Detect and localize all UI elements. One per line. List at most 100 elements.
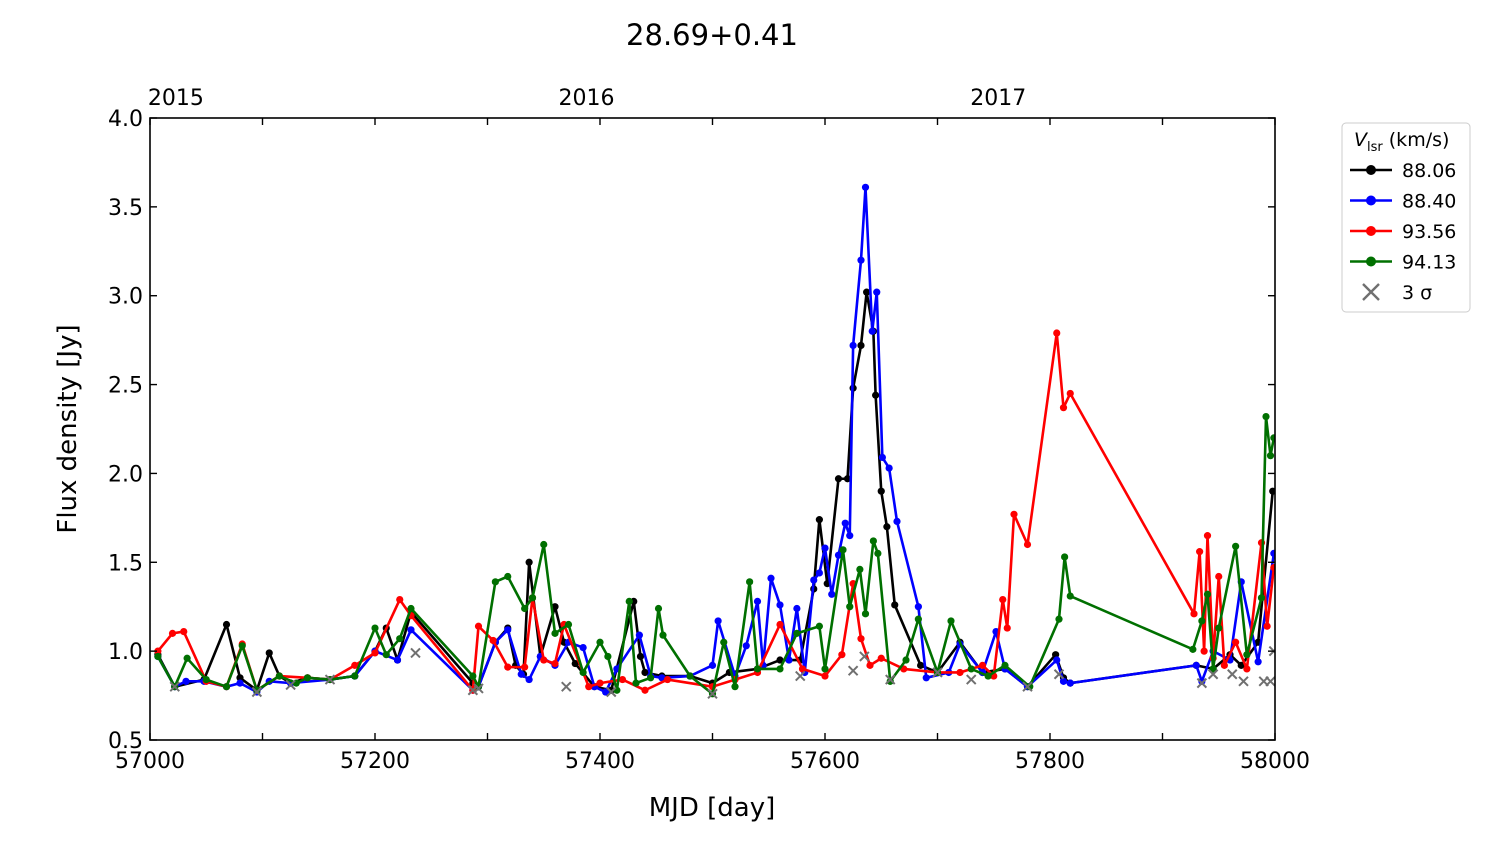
data-point-88.40 (635, 631, 643, 639)
data-point-94.13 (984, 672, 992, 680)
data-point-93.56 (838, 651, 846, 659)
x-tick-label: 57800 (1015, 749, 1085, 774)
data-point-93.56 (999, 596, 1007, 604)
data-point-93.56 (489, 636, 497, 645)
data-point-93.56 (1220, 661, 1228, 669)
data-point-94.13 (1055, 615, 1063, 623)
data-point-88.40 (922, 674, 930, 682)
plot-marks (154, 183, 1275, 700)
data-point-88.40 (841, 519, 849, 527)
data-point-88.40 (767, 574, 775, 582)
data-point-94.13 (382, 651, 390, 659)
data-point-88.40 (1192, 661, 1200, 669)
data-point-93.56 (1270, 564, 1275, 572)
sigma3-marker (1238, 676, 1249, 687)
data-point-93.56 (168, 629, 177, 637)
data-point-94.13 (551, 629, 559, 637)
data-point-94.13 (886, 677, 894, 685)
data-point-88.06 (641, 668, 649, 677)
data-point-94.13 (815, 622, 823, 630)
data-point-94.13 (947, 617, 955, 625)
top-year-label: 2016 (559, 86, 615, 111)
data-point-88.40 (849, 341, 857, 350)
data-point-88.06 (525, 558, 533, 566)
data-point-94.13 (654, 604, 663, 613)
data-point-93.56 (1066, 389, 1074, 398)
data-point-88.40 (785, 656, 793, 664)
data-point-88.40 (1053, 656, 1061, 664)
data-point-88.40 (753, 597, 762, 605)
data-point-88.40 (1059, 677, 1068, 685)
data-point-88.40 (776, 601, 784, 609)
data-point-88.06 (636, 652, 645, 661)
series-line-88.40 (156, 186, 1275, 694)
data-point-88.06 (1237, 661, 1245, 669)
data-point-94.13 (874, 549, 882, 558)
data-point-93.56 (540, 656, 548, 664)
data-point-88.40 (1066, 679, 1074, 687)
sigma3-marker (1265, 676, 1275, 687)
x-tick-label: 57400 (565, 749, 635, 774)
data-point-94.13 (1066, 592, 1074, 600)
data-point-93.56 (1243, 665, 1251, 673)
data-point-94.13 (1198, 617, 1206, 625)
data-point-93.56 (154, 647, 162, 655)
data-point-88.40 (793, 604, 801, 613)
data-point-94.13 (604, 652, 612, 661)
sigma3-marker (966, 674, 977, 685)
data-point-94.13 (967, 665, 975, 673)
y-tick-label: 1.5 (108, 551, 143, 576)
data-point-94.13 (821, 665, 829, 673)
data-point-93.56 (551, 659, 559, 668)
data-point-94.13 (1266, 452, 1275, 460)
legend-marker-94.13 (1366, 256, 1376, 267)
data-point-94.13 (1215, 624, 1223, 632)
legend-label: 88.40 (1402, 191, 1456, 213)
sigma3-marker (885, 674, 896, 685)
sigma3-marker (1053, 669, 1065, 680)
data-point-94.13 (222, 683, 231, 691)
data-point-94.13 (839, 546, 847, 554)
data-point-94.13 (351, 672, 359, 680)
data-point-88.40 (828, 590, 836, 598)
data-point-93.56 (1203, 532, 1212, 540)
sigma3-marker (285, 679, 296, 691)
data-point-93.56 (1003, 624, 1011, 632)
y-tick-label: 1.0 (108, 640, 143, 665)
data-point-94.13 (632, 679, 640, 687)
data-point-93.56 (521, 663, 529, 671)
data-point-94.13 (528, 594, 537, 602)
data-point-88.40 (914, 603, 922, 611)
data-point-93.56 (1263, 622, 1271, 630)
data-point-88.40 (810, 576, 818, 584)
data-point-93.56 (585, 683, 593, 691)
top-year-label: 2015 (148, 86, 204, 111)
data-point-94.13 (253, 686, 261, 694)
data-point-93.56 (956, 668, 964, 677)
data-point-94.13 (793, 629, 801, 637)
data-point-94.13 (407, 604, 415, 613)
data-point-94.13 (396, 635, 404, 643)
plot-frame (149, 117, 1276, 741)
sigma3-marker (932, 667, 943, 678)
data-point-94.13 (202, 675, 210, 684)
data-point-93.56 (857, 635, 865, 643)
data-point-88.40 (821, 544, 829, 552)
data-point-94.13 (303, 674, 312, 682)
data-point-93.56 (663, 675, 672, 684)
data-point-88.06 (776, 656, 784, 664)
sigma3-marker (1227, 669, 1238, 680)
data-point-88.40 (1254, 658, 1262, 666)
data-point-88.06 (863, 288, 871, 296)
x-tick-label: 57000 (115, 749, 185, 774)
data-point-88.06 (236, 674, 244, 682)
data-point-94.13 (914, 615, 922, 623)
sigma3-marker (606, 686, 617, 698)
data-point-93.56 (877, 654, 885, 662)
data-point-94.13 (183, 654, 191, 662)
data-point-94.13 (275, 672, 283, 680)
data-point-93.56 (351, 661, 359, 669)
data-point-88.06 (877, 487, 885, 495)
y-tick-label: 2.5 (108, 374, 143, 399)
sigma3-marker (473, 683, 484, 694)
